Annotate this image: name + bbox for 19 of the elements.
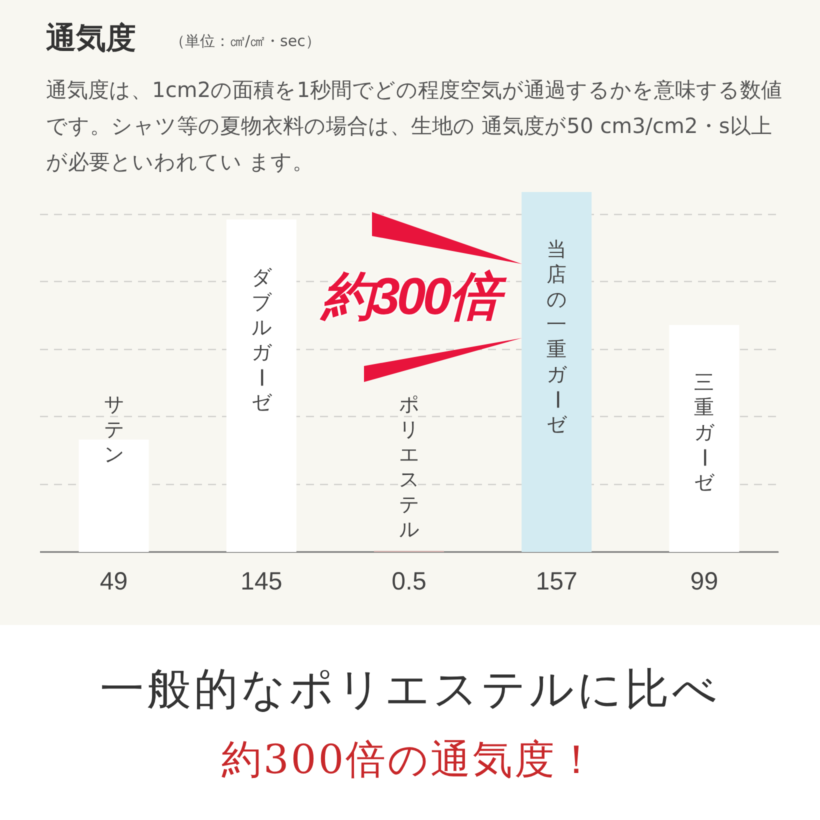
bar	[522, 192, 592, 552]
bar	[226, 220, 296, 552]
text: 通気度は、1cm2の面積を1秒間でどの程度空気が通過するかを意味する数値です。シャツ等の夏物衣料の場合は、生地の 通気度が50 cm3/cm2・s以上が必要といわれてい ます。	[46, 77, 784, 176]
data-label: 0.5	[392, 568, 426, 596]
data-label: 157	[536, 568, 578, 596]
data-label: 145	[240, 568, 282, 596]
chart-title: 通気度	[46, 20, 136, 58]
bar	[669, 324, 740, 552]
chart-subtitle: （単位：㎤/㎠・sec）	[170, 32, 320, 51]
x-tick-label: 当店の一重ガーゼ	[544, 237, 570, 437]
bar	[78, 440, 149, 552]
data-label: 99	[690, 568, 718, 596]
x-tick-label: サテン	[102, 392, 125, 467]
x-tick-label: ダブルガーゼ	[248, 264, 275, 415]
text: 一般的なポリエステルに比べ	[99, 663, 721, 717]
x-tick-label: ポリエステル	[398, 392, 420, 542]
data-label: 49	[100, 568, 128, 596]
text: 約300倍の通気度！	[220, 736, 600, 785]
x-tick-label: 三重ガーゼ	[692, 370, 718, 495]
